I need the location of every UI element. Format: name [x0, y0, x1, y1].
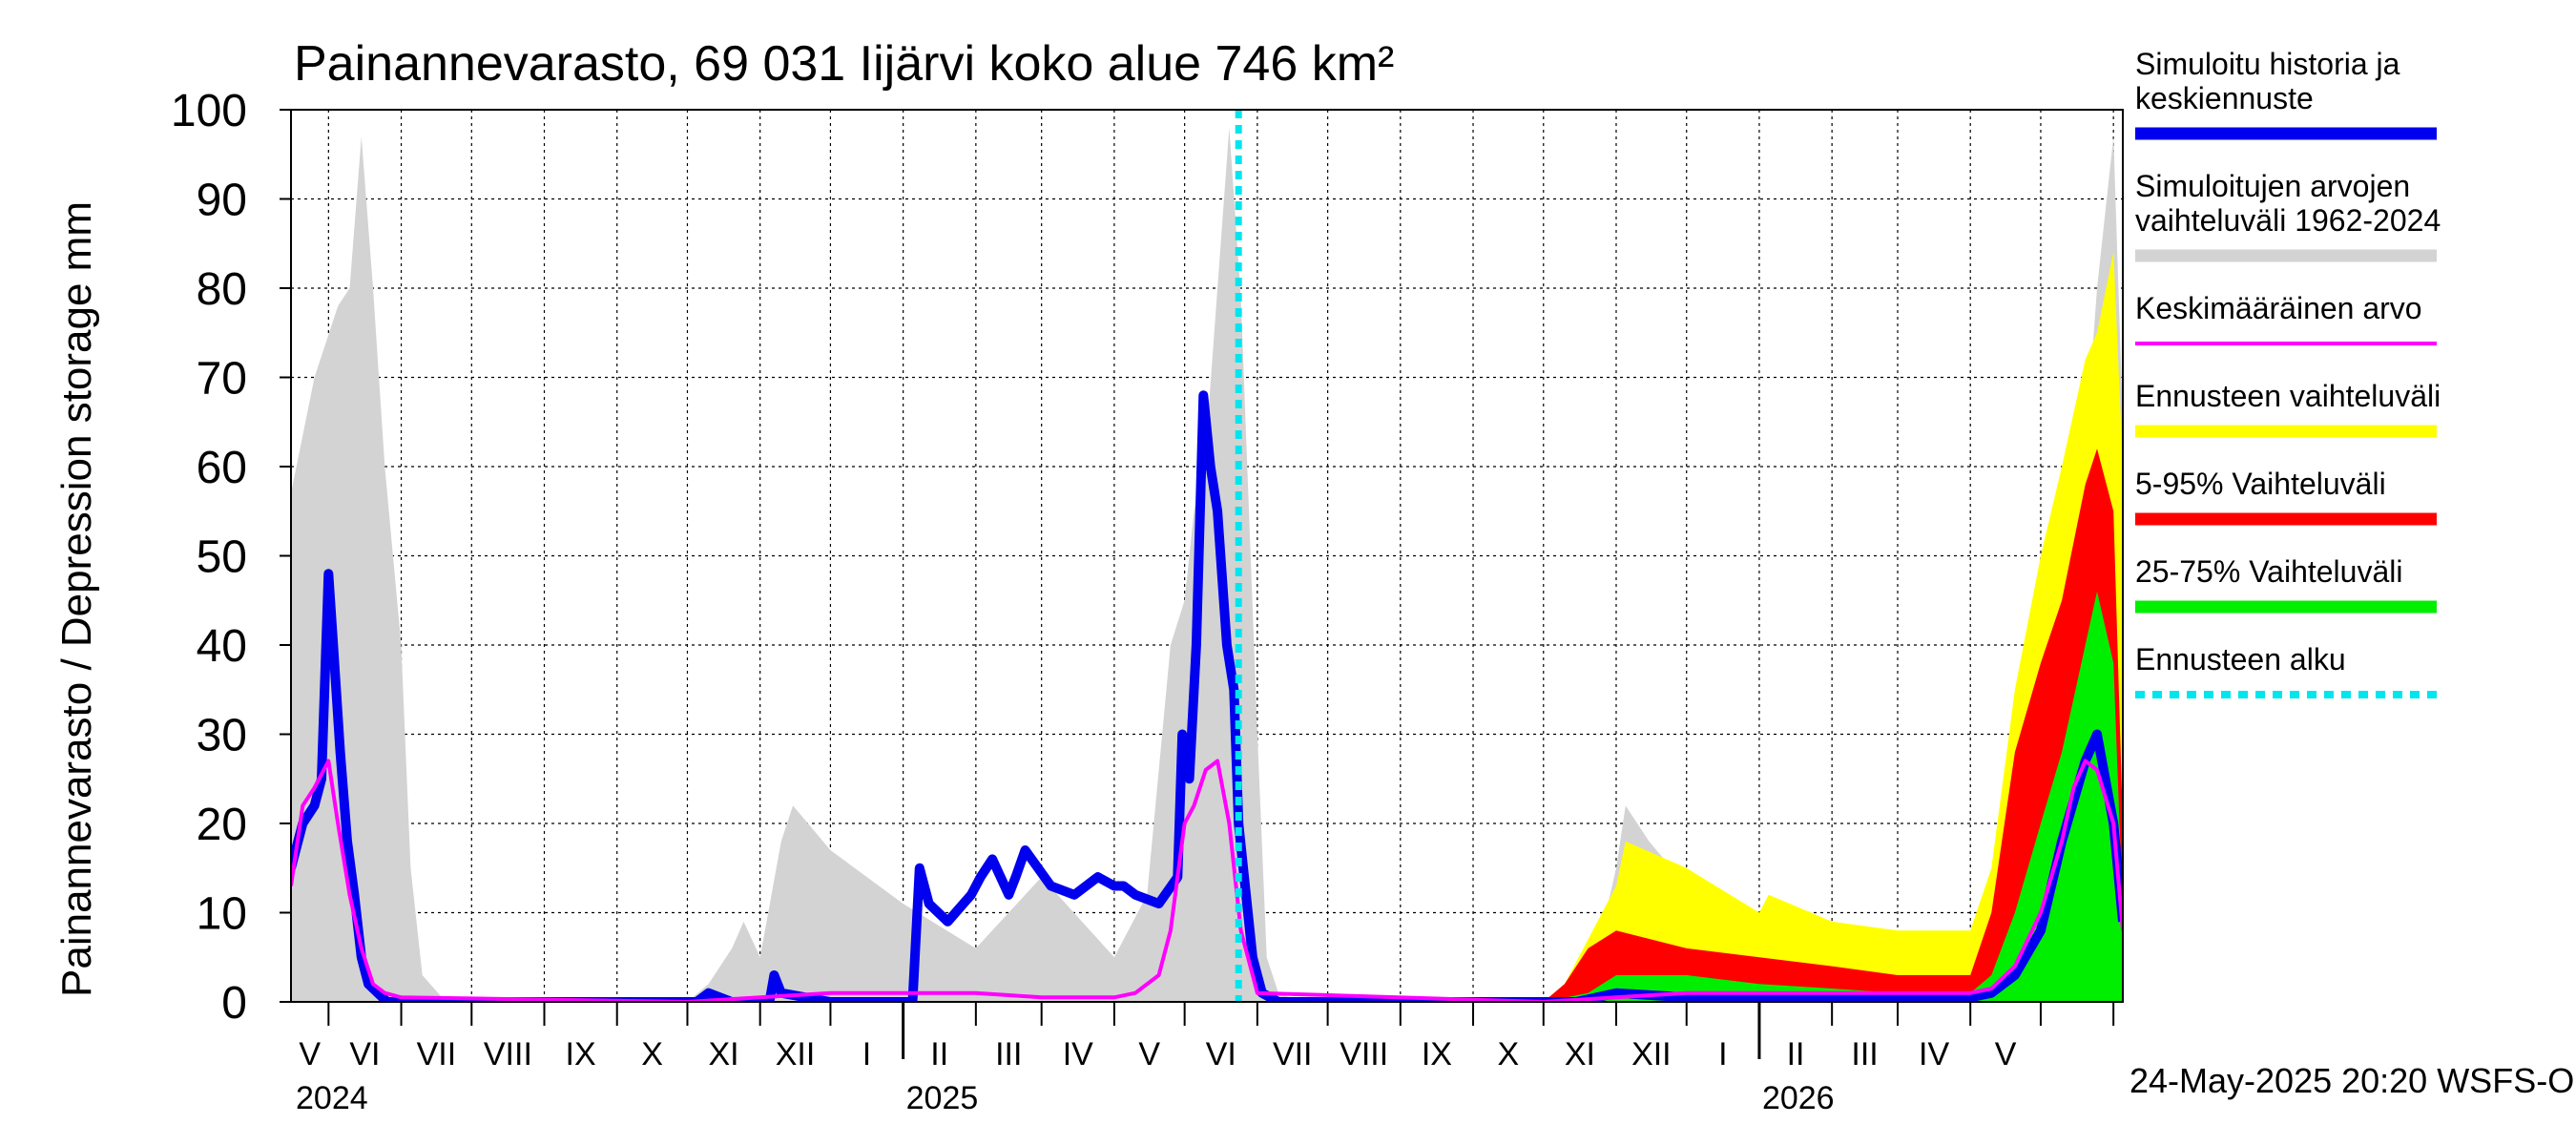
- legend-label: Ennusteen vaihteluväli: [2135, 379, 2441, 413]
- month-label: V: [299, 1036, 321, 1072]
- month-label: V: [1995, 1036, 2017, 1072]
- year-label: 2026: [1762, 1080, 1835, 1116]
- y-tick-label: 10: [197, 889, 247, 940]
- y-tick-label: 80: [197, 264, 247, 315]
- month-label: VIII: [1340, 1036, 1388, 1072]
- month-label: X: [641, 1036, 663, 1072]
- month-label: VII: [1273, 1036, 1313, 1072]
- y-tick-label: 30: [197, 711, 247, 761]
- legend-label: keskiennuste: [2135, 81, 2314, 115]
- y-axis-label: Painannevarasto / Depression storage mm: [53, 201, 100, 997]
- month-label: II: [930, 1036, 948, 1072]
- legend-label: 5-95% Vaihteluväli: [2135, 467, 2386, 501]
- legend-label: 25-75% Vaihteluväli: [2135, 554, 2402, 589]
- y-tick-label: 20: [197, 800, 247, 850]
- y-tick-label: 50: [197, 532, 247, 583]
- y-tick-label: 0: [221, 978, 247, 1029]
- month-label: IV: [1919, 1036, 1949, 1072]
- line-simulated-history: [291, 390, 2123, 1002]
- line-series: [291, 390, 2123, 1002]
- month-label: IX: [1422, 1036, 1452, 1072]
- legend-label: vaihteluväli 1962-2024: [2135, 203, 2441, 238]
- month-label: II: [1787, 1036, 1805, 1072]
- y-tick-label: 40: [197, 621, 247, 672]
- legend-label: Keskimääräinen arvo: [2135, 291, 2422, 325]
- legend-label: Simuloitu historia ja: [2135, 47, 2400, 81]
- chart-title: Painannevarasto, 69 031 Iijärvi koko alu…: [294, 36, 1394, 92]
- month-label: XII: [1631, 1036, 1672, 1072]
- timestamp: 24-May-2025 20:20 WSFS-O: [2129, 1061, 2574, 1100]
- month-label: VIII: [484, 1036, 532, 1072]
- month-label: X: [1498, 1036, 1520, 1072]
- month-label: XI: [709, 1036, 739, 1072]
- month-label: XI: [1565, 1036, 1595, 1072]
- month-label: I: [862, 1036, 871, 1072]
- month-label: VI: [1206, 1036, 1236, 1072]
- month-label: IX: [566, 1036, 596, 1072]
- month-label: VII: [417, 1036, 457, 1072]
- y-tick-label: 60: [197, 443, 247, 493]
- band-series: [291, 127, 2123, 1002]
- year-label: 2025: [906, 1080, 979, 1116]
- month-label: V: [1138, 1036, 1160, 1072]
- y-ticks: 0 10 20 30 40 50 60 70 80 90 100: [171, 86, 291, 1029]
- y-tick-label: 100: [171, 86, 247, 136]
- legend-label: Ennusteen alku: [2135, 642, 2346, 677]
- y-tick-label: 90: [197, 176, 247, 226]
- x-axis: V VI VII VIII IX X XI XII I II III IV V VI VII VIII IX X X…: [291, 1001, 2123, 1116]
- month-label: III: [995, 1036, 1022, 1072]
- month-label: XII: [776, 1036, 816, 1072]
- month-label: III: [1851, 1036, 1878, 1072]
- month-label: VI: [349, 1036, 380, 1072]
- month-label: IV: [1063, 1036, 1093, 1072]
- month-label: I: [1718, 1036, 1727, 1072]
- legend-label: Simuloitujen arvojen: [2135, 169, 2410, 203]
- year-label: 2024: [296, 1080, 368, 1116]
- band-d3d3d3: [291, 127, 2123, 1002]
- band-00ee00: [1543, 591, 2123, 1002]
- line-mean: [291, 759, 2123, 1002]
- y-tick-label: 70: [197, 354, 247, 405]
